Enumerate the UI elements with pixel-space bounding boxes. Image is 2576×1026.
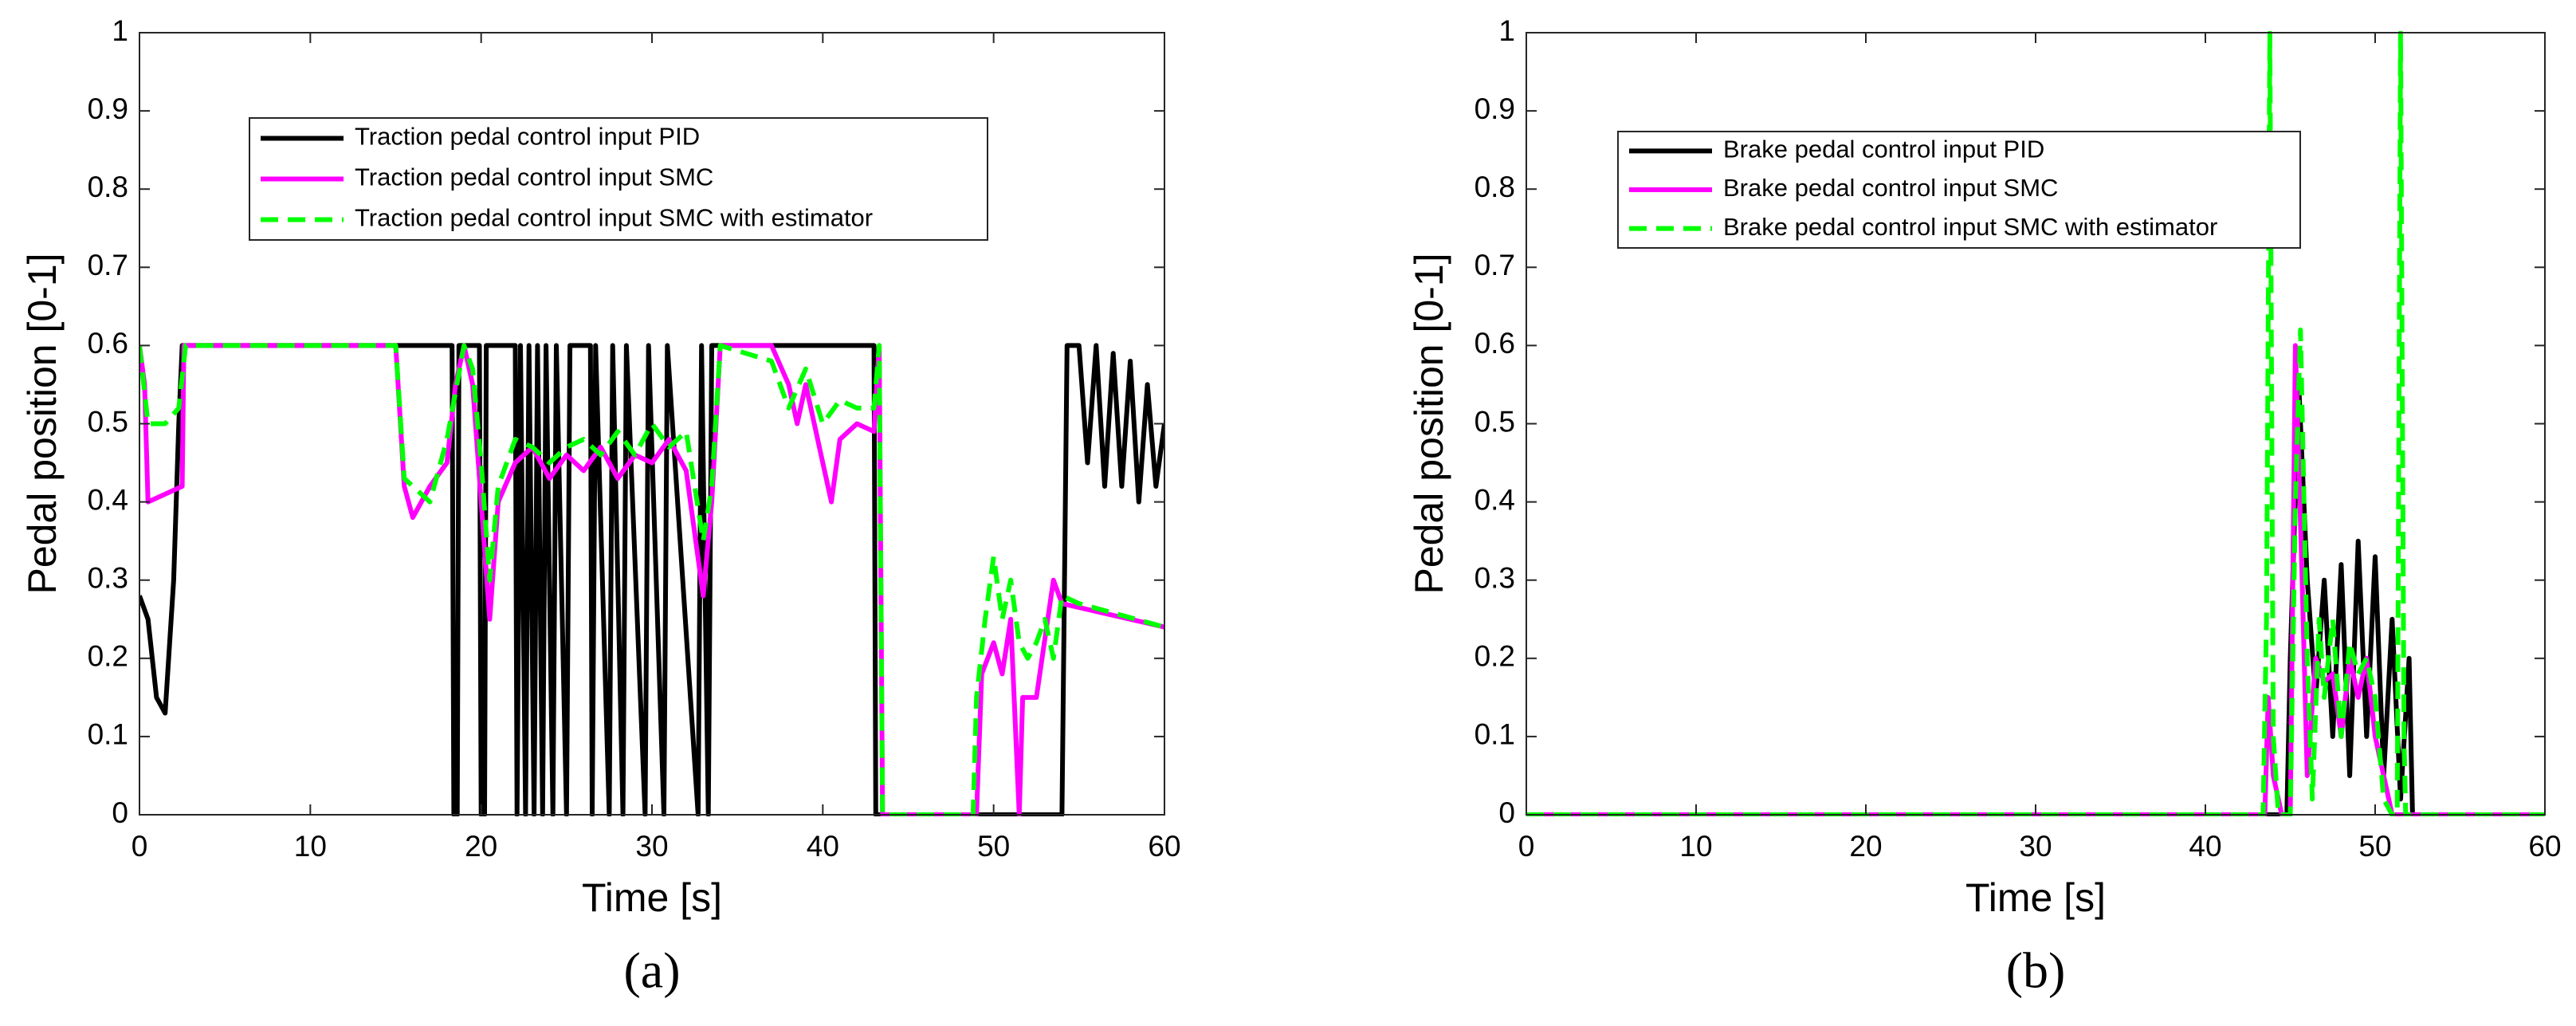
x-tick-label: 20	[1849, 830, 1882, 863]
y-tick-label: 0.7	[1475, 249, 1515, 281]
legend-box	[249, 117, 988, 241]
x-tick-label: 0	[1518, 830, 1535, 863]
y-tick-label: 0	[1498, 796, 1515, 829]
series-line	[139, 343, 1164, 816]
y-tick-label: 1	[1498, 14, 1515, 47]
caption: (b)	[2006, 942, 2066, 999]
x-tick-label: 40	[2189, 830, 2221, 863]
y-tick-label: 0.1	[1475, 718, 1515, 751]
x-tick-label: 10	[1679, 830, 1712, 863]
x-tick-label: 30	[635, 830, 668, 863]
y-axis-label: Pedal position [0-1]	[1407, 253, 1451, 594]
legend-box	[1617, 131, 2301, 249]
y-axis-label: Pedal position [0-1]	[20, 253, 65, 594]
legend-label: Brake pedal control input PID	[1723, 136, 2044, 163]
y-tick-label: 0.1	[88, 718, 128, 751]
x-axis-label: Time [s]	[582, 875, 722, 920]
y-tick-label: 0	[112, 796, 128, 829]
legend-label: Brake pedal control input SMC with estim…	[1723, 213, 2217, 241]
y-tick-label: 0.5	[88, 405, 128, 438]
x-tick-label: 50	[2358, 830, 2391, 863]
y-tick-label: 0.4	[88, 483, 128, 516]
y-tick-label: 0.4	[1475, 483, 1515, 516]
y-tick-label: 0.3	[88, 561, 128, 594]
y-tick-label: 0.8	[88, 171, 128, 203]
y-tick-label: 0.2	[1475, 640, 1515, 673]
x-tick-label: 30	[2019, 830, 2052, 863]
y-tick-label: 0.9	[1475, 92, 1515, 125]
x-tick-label: 20	[465, 830, 497, 863]
x-tick-label: 10	[294, 830, 327, 863]
x-tick-label: 50	[977, 830, 1010, 863]
y-tick-label: 0.9	[88, 92, 128, 125]
y-tick-label: 0.6	[1475, 327, 1515, 360]
y-tick-label: 0.3	[1475, 561, 1515, 594]
caption: (a)	[623, 942, 680, 999]
legend-label: Traction pedal control input PID	[355, 123, 700, 151]
y-tick-label: 0.5	[1475, 405, 1515, 438]
legend-label: Traction pedal control input SMC	[355, 163, 713, 191]
x-tick-label: 40	[807, 830, 839, 863]
y-tick-label: 1	[112, 14, 128, 47]
x-tick-label: 60	[2528, 830, 2561, 863]
x-tick-label: 0	[132, 830, 148, 863]
series-line	[1526, 31, 2545, 816]
y-tick-label: 0.2	[88, 640, 128, 673]
chart: 0 10 20 30 40 50 60 0 0.1 0.2 0.3 0.4 0.5 0.6 0.7 0.8 0.…	[20, 14, 1180, 999]
y-tick-label: 0.6	[88, 327, 128, 360]
series-line	[139, 343, 1164, 816]
y-tick-label: 0.7	[88, 249, 128, 281]
x-tick-label: 60	[1148, 830, 1180, 863]
series-line	[1526, 343, 2545, 816]
x-axis-label: Time [s]	[1965, 875, 2106, 920]
chart: 0 10 20 30 40 50 60 0 0.1 0.2 0.3 0.4 0.5 0.6 0.7 0.8 0.…	[1407, 14, 2561, 999]
legend-label: Traction pedal control input SMC with es…	[355, 204, 873, 232]
legend-label: Brake pedal control input SMC	[1723, 174, 2058, 202]
y-tick-label: 0.8	[1475, 171, 1515, 203]
